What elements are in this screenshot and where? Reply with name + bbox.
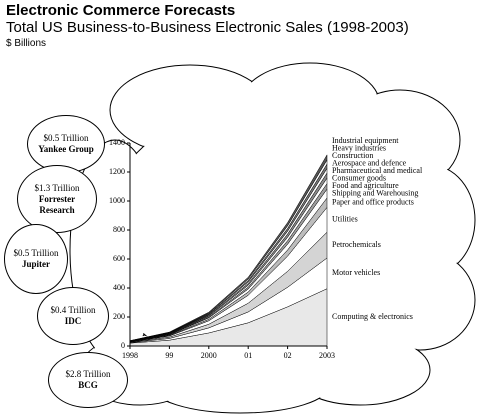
series-label: Aerospace and defence [332,158,407,167]
forecast-bubble: $0.5 Trillion Yankee Group [27,115,105,173]
chart-title: Electronic Commerce Forecasts [6,2,236,19]
forecast-source: BCG [78,380,98,390]
x-tick-label: 2003 [319,351,335,360]
series-label: Paper and office products [332,197,414,206]
series-label: Computing & electronics [332,312,413,321]
x-tick-label: 1998 [122,351,138,360]
forecast-bubble: $0.5 Trillion Jupiter [4,224,68,294]
forecast-bubble: $1.3 Trillion Forrester Research [17,165,97,233]
area [129,153,328,342]
y-tick-label: 400 [113,283,125,292]
y-tick-label: 1200 [109,167,125,176]
forecast-amount: $0.5 Trillion [43,133,89,143]
forecast-source: Jupiter [22,259,50,269]
series-label: Pharmaceutical and medical [332,166,423,175]
series-label: Industrial equipment [332,136,399,145]
x-tick-label: 02 [284,351,292,360]
y-tick-label: 600 [113,254,125,263]
cloud-fill [71,64,474,412]
x-tick-label: 99 [165,351,173,360]
series-label: Construction [332,151,373,160]
series-label: Heavy industries [332,143,386,152]
forecast-source: Forrester Research [38,193,76,215]
forecast-amount: $0.4 Trillion [50,305,96,315]
forecast-amount: $1.3 Trillion [34,182,80,193]
plot: Computing & electronics Motor vehicles Pet… [109,136,423,360]
forecast-amount: $0.5 Trillion [13,248,59,258]
y-axis-label: $ Billions [6,38,47,49]
series-label: Motor vehicles [332,268,380,277]
forecast-amount: $2.8 Trillion [65,369,111,379]
forecast-bubble: $0.4 Trillion IDC [37,287,109,345]
series-label: Food and agriculture [332,181,399,190]
y-tick-label: 1400 [109,138,125,147]
chart-subtitle: Total US Business-to-Business Electronic… [6,19,409,36]
series-label: Consumer goods [332,173,386,182]
forecast-source: Yankee Group [38,144,94,154]
series-label: Petrochemicals [332,240,381,249]
series-label: Utilities [332,215,358,224]
y-tick-label: 0 [121,341,125,350]
x-tick-label: 2000 [201,351,217,360]
forecast-bubble: $2.8 Trillion BCG [48,352,128,408]
forecast-source: IDC [64,316,82,326]
y-tick-label: 200 [113,312,125,321]
y-tick-label: 1000 [109,196,125,205]
y-tick-label: 800 [113,225,125,234]
x-tick-label: 01 [244,351,252,360]
series-label: Shipping and Warehousing [332,188,418,197]
